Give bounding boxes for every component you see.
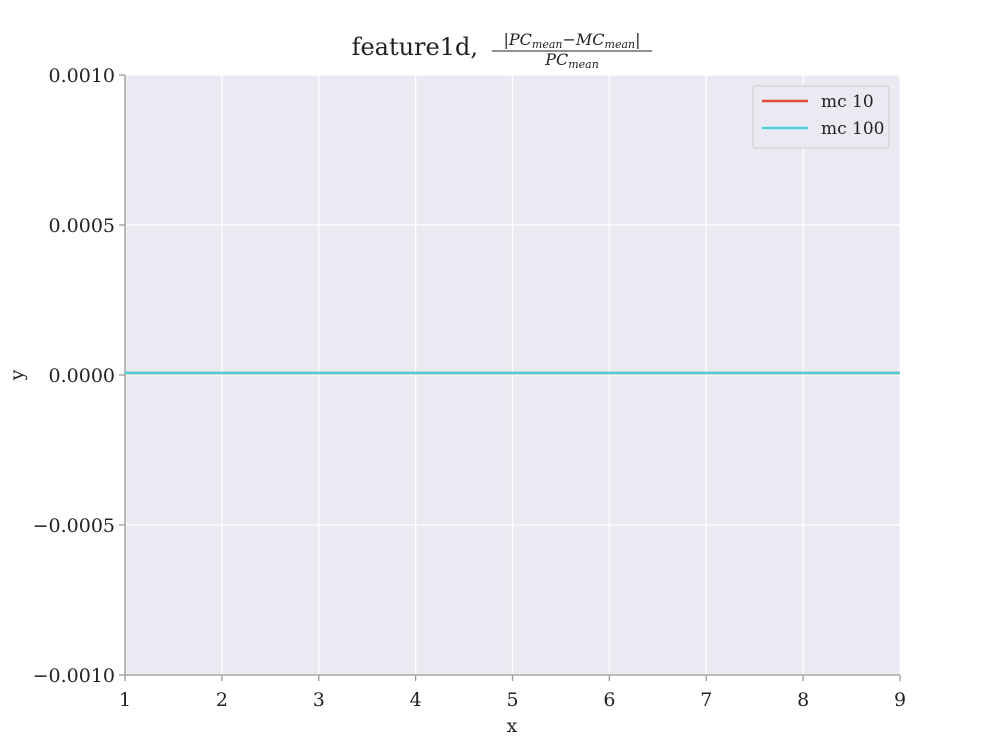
x-tick-label: 7	[700, 689, 712, 711]
title-numerator: |PCmean−MCmean|	[503, 30, 640, 51]
title-prefix: feature1d,	[352, 33, 478, 61]
title-denominator: PCmean	[544, 50, 599, 71]
legend-label-mc-10: mc 10	[821, 92, 874, 112]
x-tick-label: 8	[797, 689, 809, 711]
y-tick-label: 0.0010	[49, 65, 115, 87]
chart-title: feature1d, |PCmean−MCmean| PCmean	[352, 30, 652, 71]
x-axis-label: x	[507, 715, 518, 737]
y-tick-label: −0.0005	[33, 515, 115, 537]
legend: mc 10 mc 100	[752, 85, 890, 149]
x-tick-label: 4	[410, 689, 422, 711]
tick-labels: 1 2 3 4 5 6 7 8 9 −0.0010 −0.0005 0.0000 0.0005 0.001…	[33, 65, 906, 711]
x-tick-label: 3	[313, 689, 325, 711]
x-tick-label: 6	[603, 689, 615, 711]
x-tick-label: 1	[119, 689, 131, 711]
x-tick-label: 5	[506, 689, 518, 711]
y-axis-label: y	[6, 369, 28, 381]
y-tick-label: 0.0005	[49, 215, 115, 237]
axes	[119, 74, 901, 681]
legend-label-mc-100: mc 100	[821, 119, 885, 139]
y-tick-label: 0.0000	[49, 365, 115, 387]
y-tick-label: −0.0010	[33, 665, 115, 687]
x-tick-label: 9	[894, 689, 906, 711]
x-tick-label: 2	[216, 689, 228, 711]
